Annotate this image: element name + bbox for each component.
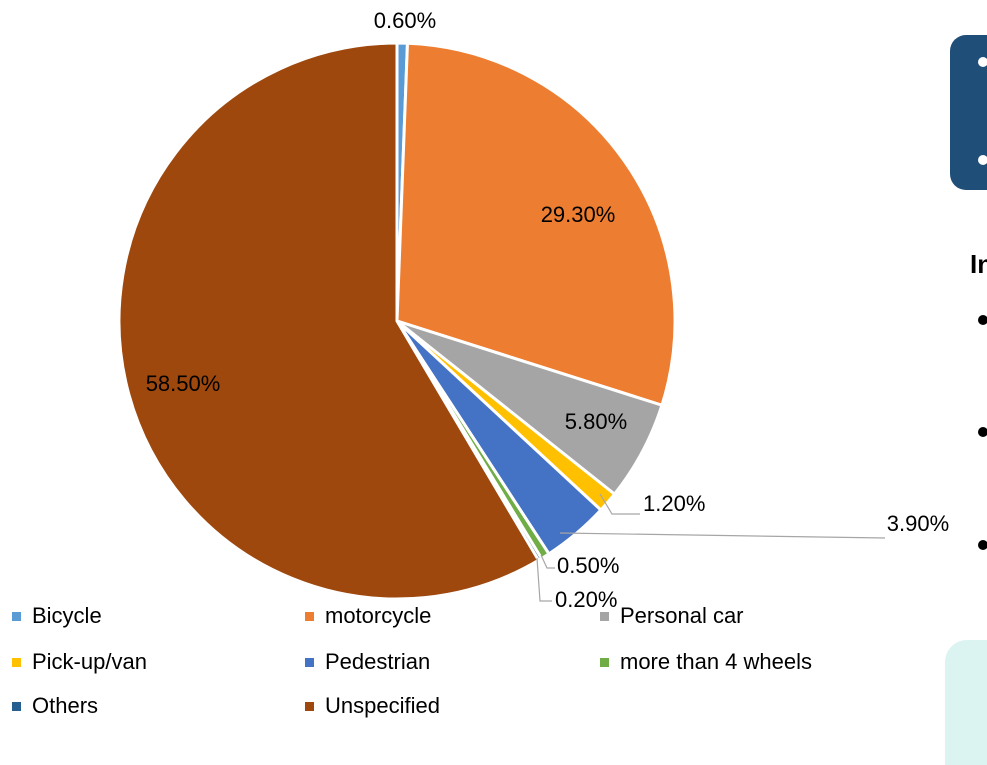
panel-bullet	[978, 57, 987, 67]
side-bullet	[978, 427, 987, 437]
legend-label: Bicycle	[32, 603, 102, 628]
leader-line	[540, 554, 555, 569]
leader-line	[599, 493, 640, 515]
data-label: 29.30%	[541, 202, 616, 227]
legend-swatch	[12, 658, 21, 667]
pie-slice	[117, 41, 541, 601]
data-label: 0.60%	[374, 8, 436, 33]
legend-swatch	[600, 658, 609, 667]
legend-label: motorcycle	[325, 603, 431, 628]
legend-label: Others	[32, 693, 98, 718]
side-heading: In	[970, 249, 987, 279]
leader-line	[559, 532, 886, 539]
side-bullet	[978, 315, 987, 325]
data-label: 1.20%	[643, 491, 705, 516]
legend-swatch	[600, 612, 609, 621]
side-bullet	[978, 540, 987, 550]
data-label: 3.90%	[887, 511, 949, 536]
legend-label: Pick-up/van	[32, 649, 147, 674]
legend-swatch	[305, 702, 314, 711]
legend-swatch	[305, 658, 314, 667]
data-label: 0.50%	[557, 553, 619, 578]
legend-swatch	[305, 612, 314, 621]
side-box	[945, 640, 987, 765]
panel-bullet	[978, 155, 987, 165]
leader-line	[536, 557, 552, 602]
legend-swatch	[12, 702, 21, 711]
side-panel	[950, 35, 987, 190]
legend-label: Personal car	[620, 603, 744, 628]
legend-label: Pedestrian	[325, 649, 430, 674]
pie-slice	[395, 41, 677, 408]
data-label: 0.20%	[555, 587, 617, 612]
data-label: 5.80%	[565, 409, 627, 434]
legend-label: Unspecified	[325, 693, 440, 718]
legend-label: more than 4 wheels	[620, 649, 812, 674]
legend-swatch	[12, 612, 21, 621]
data-label: 58.50%	[146, 371, 221, 396]
